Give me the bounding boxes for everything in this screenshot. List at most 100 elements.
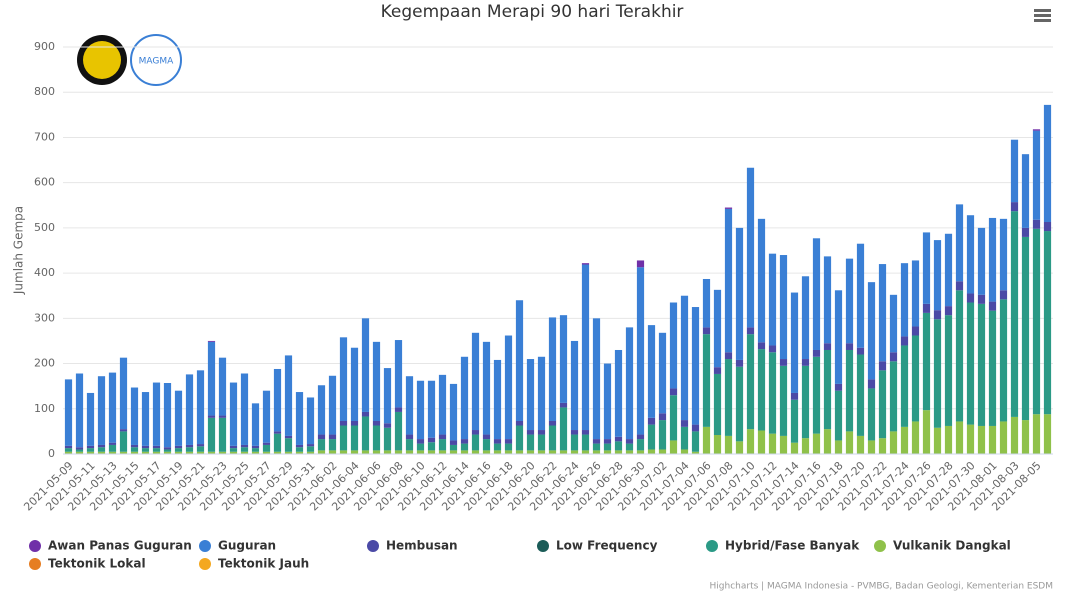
legend-label: Vulkanik Dangkal — [893, 539, 1011, 553]
bar-segment — [1043, 222, 1052, 232]
bar-segment — [482, 434, 491, 440]
bar-segment — [999, 299, 1008, 422]
bar-segment — [680, 426, 689, 450]
bar-segment — [97, 444, 106, 448]
bar-segment — [834, 440, 843, 454]
bar-segment — [966, 215, 975, 294]
bar-segment — [581, 263, 590, 265]
bar-segment — [889, 294, 898, 353]
legend-marker — [199, 540, 211, 552]
legend-label: Low Frequency — [556, 539, 658, 553]
bar-segment — [163, 383, 172, 448]
bar-segment — [328, 450, 337, 454]
bar-segment — [64, 379, 73, 446]
bar-segment — [471, 332, 480, 431]
bar-segment — [735, 441, 744, 454]
bar-segment — [526, 430, 535, 435]
bar-segment — [812, 238, 821, 350]
bar-segment — [317, 439, 326, 451]
bar-segment — [966, 424, 975, 454]
bar-segment — [460, 443, 469, 451]
bar-segment — [570, 340, 579, 431]
bar-segment — [504, 443, 513, 451]
menu-button[interactable] — [1034, 9, 1051, 22]
bar-segment — [383, 450, 392, 454]
bar-segment — [515, 420, 524, 426]
bar-segment — [306, 451, 315, 454]
bar-segment — [471, 430, 480, 435]
bar-segment — [592, 450, 601, 454]
bar-segment — [185, 447, 194, 452]
bar-segment — [977, 294, 986, 304]
bar-segment — [427, 380, 436, 438]
bar-segment — [636, 439, 645, 451]
bar-segment — [262, 451, 271, 454]
bar-segment — [251, 445, 260, 449]
bar-segment — [603, 450, 612, 454]
bar-segment — [482, 450, 491, 454]
bar-segment — [185, 451, 194, 454]
bar-segment — [75, 447, 84, 450]
bar-segment — [405, 434, 414, 440]
bar-segment — [1032, 228, 1041, 415]
legend-marker — [29, 540, 41, 552]
bar-segment — [669, 395, 678, 441]
bar-segment — [845, 258, 854, 344]
bar-segment — [284, 435, 293, 439]
bar-segment — [1032, 129, 1041, 131]
bar-segment — [658, 332, 667, 414]
bar-segment — [493, 443, 502, 451]
bar-segment — [97, 451, 106, 454]
bar-segment — [295, 451, 304, 454]
bar-segment — [955, 290, 964, 422]
bar-segment — [746, 167, 755, 328]
bar-segment — [229, 382, 238, 446]
bar-segment — [867, 440, 876, 454]
bar-segment — [64, 448, 73, 452]
bar-segment — [273, 368, 282, 432]
bar-segment — [570, 430, 579, 435]
y-tick-label: 600 — [34, 176, 55, 189]
bar-segment — [295, 447, 304, 452]
bar-segment — [669, 388, 678, 396]
bar-segment — [515, 425, 524, 451]
bar-segment — [218, 417, 227, 452]
bar-segment — [471, 450, 480, 454]
bar-segment — [911, 335, 920, 422]
bar-segment — [790, 292, 799, 393]
legend-label: Hybrid/Fase Banyak — [725, 539, 860, 553]
bar-segment — [779, 365, 788, 436]
bar-segment — [669, 440, 678, 454]
bar-segment — [867, 282, 876, 380]
bar-segment — [372, 341, 381, 421]
bar-segment — [207, 417, 216, 452]
bar-segment — [1010, 202, 1019, 212]
bar-segment — [955, 281, 964, 291]
bar-segment — [933, 427, 942, 454]
bar-segment — [845, 343, 854, 350]
bar-segment — [603, 443, 612, 451]
bar-segment — [746, 334, 755, 430]
bar-segment — [152, 382, 161, 446]
bar-segment — [922, 232, 931, 304]
bar-segment — [856, 354, 865, 436]
bar-segment — [922, 303, 931, 313]
bar-segment — [1043, 104, 1052, 223]
bar-segment — [1021, 420, 1030, 454]
bar-segment — [1010, 139, 1019, 203]
bar-segment — [658, 413, 667, 421]
bar-segment — [746, 327, 755, 335]
bar-segment — [691, 451, 700, 454]
bar-segment — [592, 439, 601, 444]
bar-segment — [900, 336, 909, 346]
bar-segment — [207, 415, 216, 418]
bar-segment — [284, 355, 293, 436]
bar-segment — [383, 423, 392, 428]
bar-segment — [350, 450, 359, 454]
bar-segment — [449, 383, 458, 441]
bar-segment — [504, 450, 513, 454]
bar-segment — [350, 425, 359, 451]
bar-segment — [152, 451, 161, 454]
bar-segment — [812, 433, 821, 454]
